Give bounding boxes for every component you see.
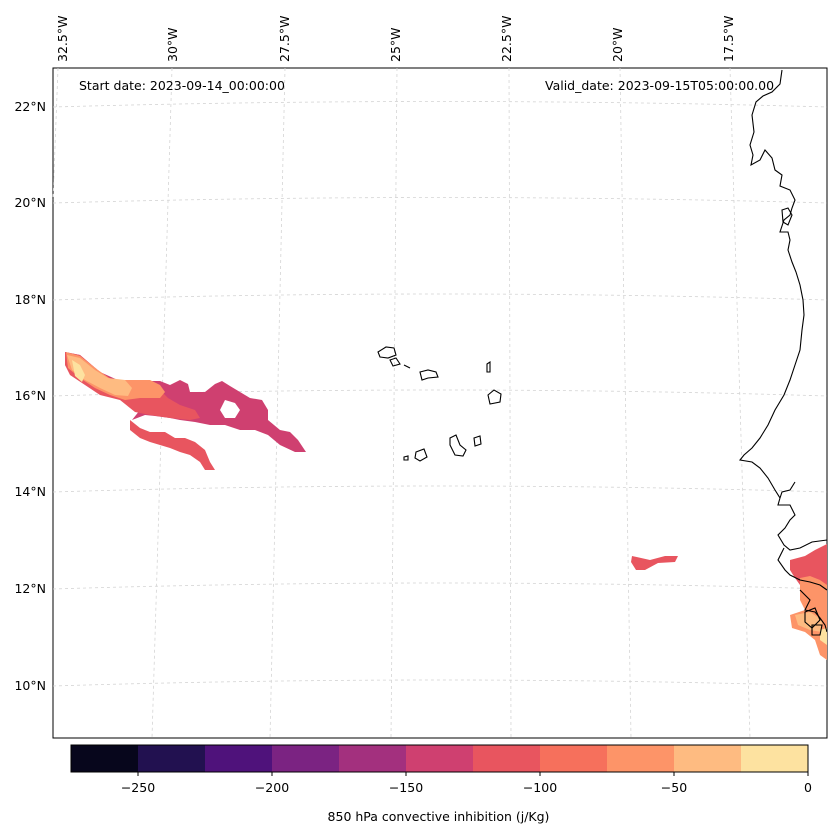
lon-label-17-5w: 17.5°W [721, 15, 736, 62]
lon-label-20w: 20°W [610, 27, 625, 62]
valid-date-label: Valid_date: 2023-09-15T05:00:00.00 [545, 78, 775, 93]
lat-label-18n: 18°N [14, 292, 46, 307]
colorbar-tick: −150 [388, 780, 424, 795]
coastline-guinea-bissau [777, 547, 828, 591]
lat-label-16n: 16°N [14, 388, 46, 403]
colorbar-tick: −250 [120, 780, 156, 795]
colorbar-segment [339, 745, 407, 772]
parallel-14n [52, 485, 828, 493]
coastline [738, 69, 828, 636]
colorbar-segment [607, 745, 675, 772]
parallel-10n [52, 679, 828, 687]
meridian-25w [390, 67, 398, 739]
parallel-12n [52, 582, 828, 590]
island-santiago [449, 434, 467, 457]
colorbar-segment [138, 745, 206, 772]
island-maio [473, 435, 482, 447]
island-sal [486, 360, 491, 373]
colorbar-tick: −50 [660, 780, 688, 795]
bijagos-1 [804, 607, 821, 629]
lat-label-20n: 20°N [14, 195, 46, 210]
meridian-22-5w [508, 67, 512, 739]
colorbar-segment [71, 745, 139, 772]
colorbar-segment [272, 745, 340, 772]
meridian-20w [619, 67, 632, 739]
colorbar-tick: −200 [254, 780, 290, 795]
lon-label-32-5w: 32.5°W [55, 15, 70, 62]
lon-label-30w: 30°W [165, 27, 180, 62]
colorbar-frame [70, 744, 809, 773]
lon-label-25w: 25°W [388, 27, 403, 62]
lat-label-14n: 14°N [14, 484, 46, 499]
island-sao-vicente [389, 357, 401, 367]
coast-inlet [781, 207, 793, 226]
colorbar-segment [741, 745, 809, 772]
coastline-mainland [738, 69, 828, 551]
colorbar-segment [473, 745, 541, 772]
island-fogo [414, 448, 428, 462]
bijagos-2 [811, 624, 823, 636]
lon-label-22-5w: 22.5°W [499, 15, 514, 62]
coastline-guinea [799, 589, 828, 633]
island-santa-luzia [403, 364, 411, 369]
lat-label-12n: 12°N [14, 581, 46, 596]
lat-label-10n: 10°N [14, 678, 46, 693]
island-brava [403, 455, 409, 461]
cin-contours-west [65, 352, 306, 470]
island-sao-nicolau [419, 369, 439, 381]
colorbar-segment [674, 745, 742, 772]
lat-label-22n: 22°N [14, 99, 46, 114]
coastline-senegal [779, 481, 796, 499]
meridian-32-5w [52, 67, 59, 201]
lon-label-27-5w: 27.5°W [277, 15, 292, 62]
meridian-27-5w [269, 67, 286, 739]
colorbar [70, 744, 809, 776]
parallel-20n [52, 197, 828, 204]
colorbar-tick: −100 [522, 780, 558, 795]
colorbar-label: 850 hPa convective inhibition (j/Kg) [327, 809, 550, 824]
meridian-17-5w [729, 67, 751, 739]
colorbar-segment [406, 745, 474, 772]
parallel-22n [52, 101, 828, 108]
colorbar-segment [205, 745, 273, 772]
meridian-30w [151, 67, 173, 739]
start-date-label: Start date: 2023-09-14_00:00:00 [79, 78, 285, 93]
graticule [52, 67, 828, 739]
colorbar-segment [540, 745, 608, 772]
island-boa-vista [487, 389, 502, 405]
island-santo-antao [377, 346, 397, 359]
parallel-18n [52, 293, 828, 301]
cin-contours-central [631, 556, 678, 570]
cape-verde-islands [377, 346, 502, 462]
colorbar-tick: 0 [804, 780, 812, 795]
